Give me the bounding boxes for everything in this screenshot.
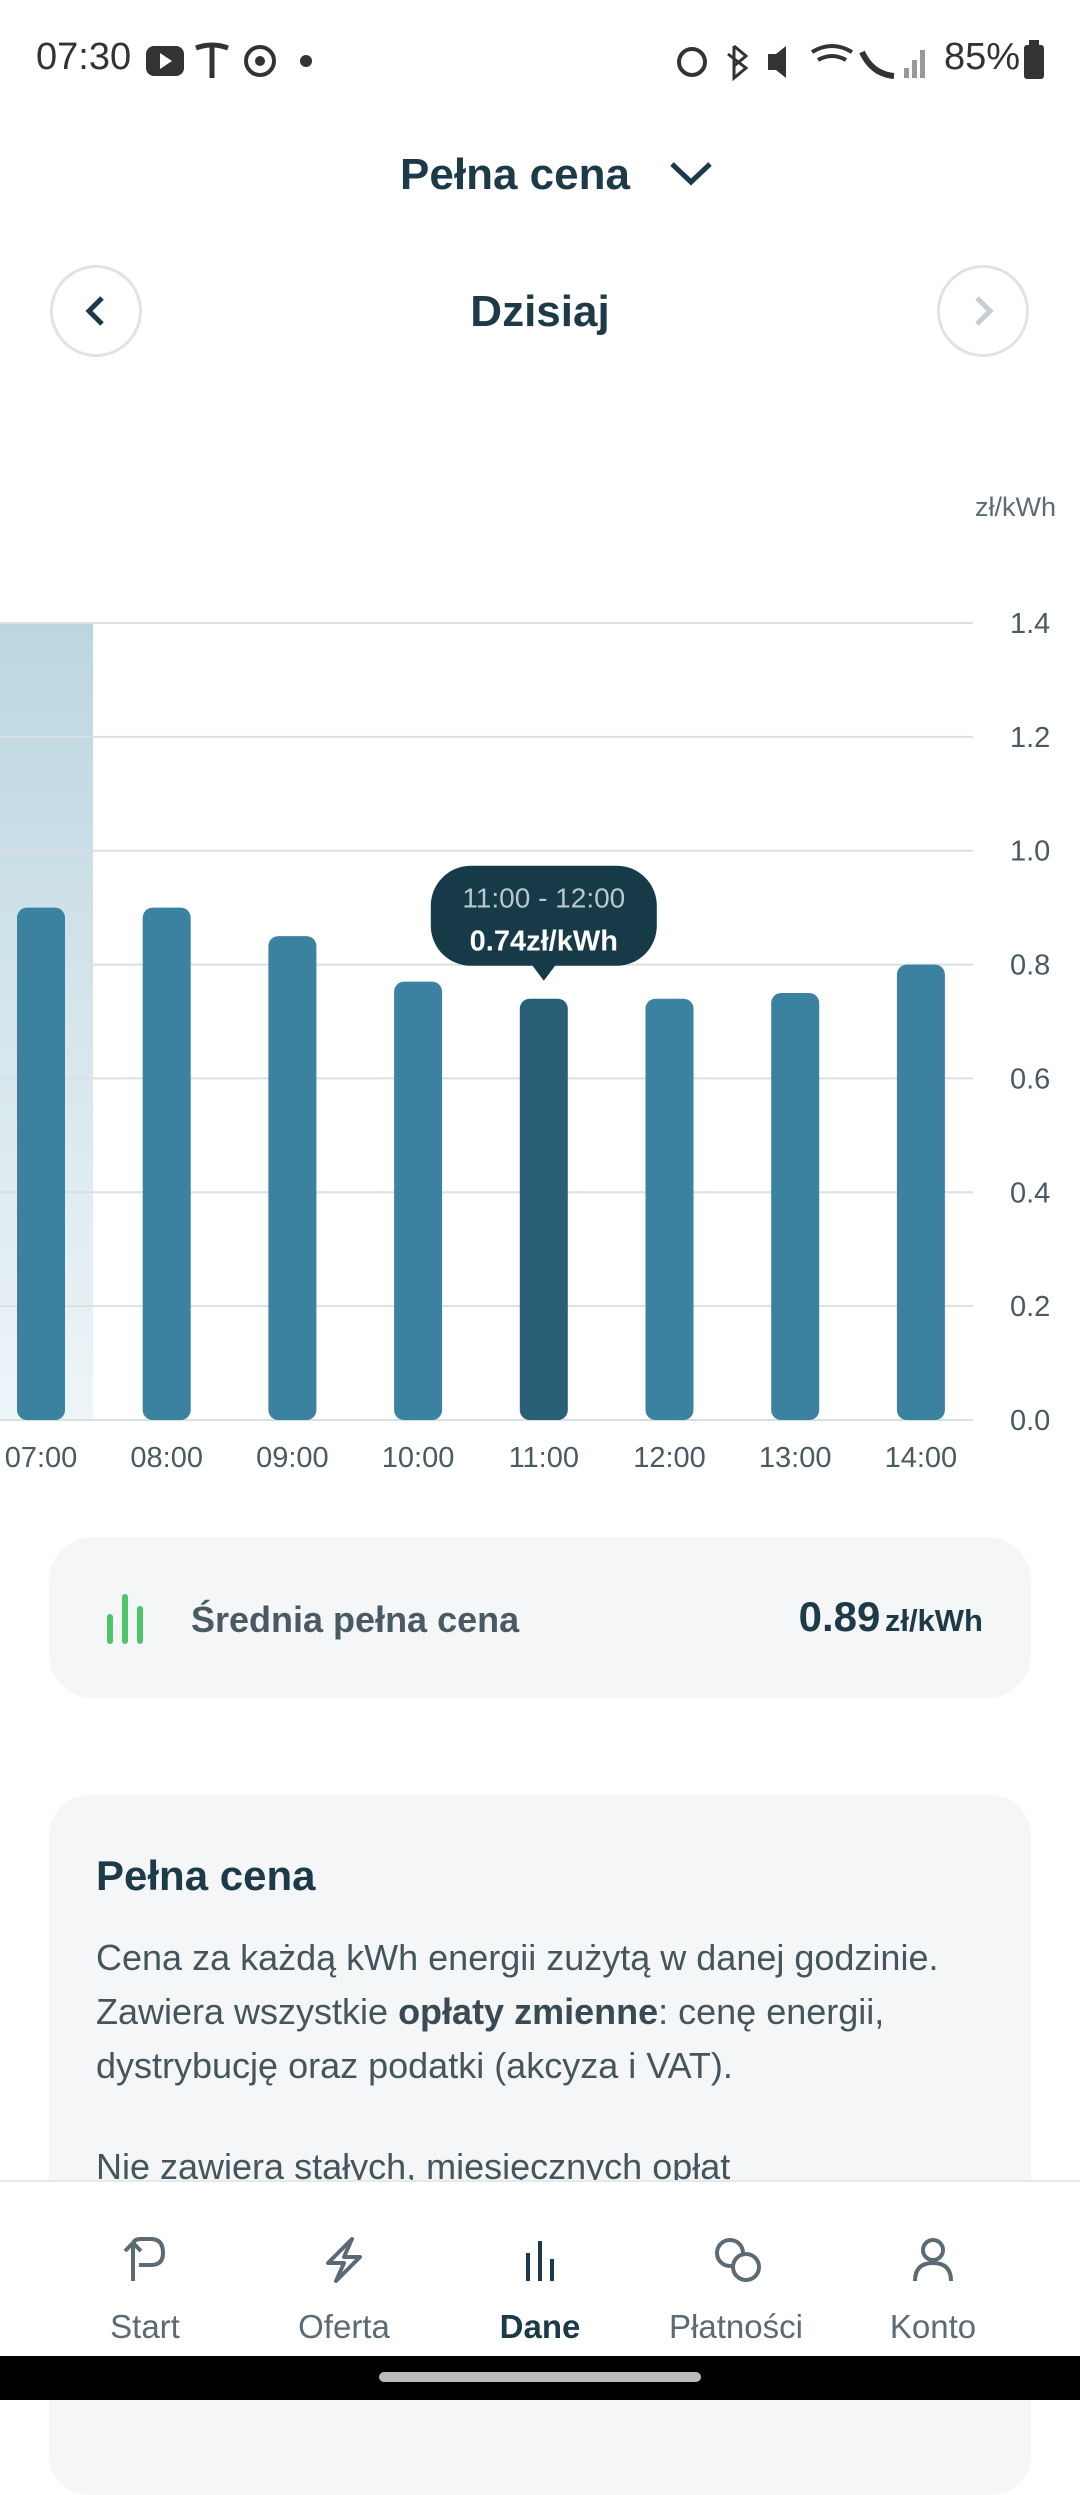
prev-day-button[interactable]	[50, 265, 142, 357]
average-icon	[107, 1594, 143, 1644]
x-tick-label: 07:00	[5, 1442, 78, 1474]
y-tick-label: 0.4	[1010, 1177, 1050, 1209]
info-title: Pełna cena	[96, 1852, 316, 1899]
next-day-button[interactable]	[937, 265, 1029, 357]
average-value-group: 0.89 zł/kWh	[799, 1593, 983, 1641]
screen: 07:30 85% Pełna cena Dzisiaj zł/kWh 0.0 0…	[0, 36, 1080, 2495]
bar	[645, 998, 694, 1420]
nav-label: Start	[110, 2308, 180, 2345]
tooltip-arrow	[531, 964, 556, 981]
info-text: Cena za każdą kWh energii zużytą w danej…	[96, 1937, 939, 2032]
gesture-pill	[379, 2372, 701, 2382]
day-label: Dzisiaj	[470, 287, 610, 336]
nav-oferta[interactable]: Oferta	[244, 2182, 444, 2358]
bar	[771, 993, 820, 1420]
page: Pełna cena {"status_bar": {"time": "07:3…	[0, 36, 1080, 2495]
nav-dane[interactable]: Dane	[440, 2182, 640, 2358]
bar	[896, 964, 945, 1420]
bar	[268, 936, 317, 1420]
bar	[519, 998, 568, 1420]
nav-konto[interactable]: Konto	[833, 2182, 1033, 2358]
y-tick-label: 0.8	[1010, 950, 1050, 982]
status-time: 07:30	[36, 36, 132, 78]
tooltip-range: 11:00 - 12:00	[462, 883, 625, 914]
average-value: 0.89	[798, 1593, 881, 1640]
info-text: : cenę energii, dystrybucję oraz podatki…	[96, 1991, 885, 2086]
y-tick-label: 0.0	[1010, 1405, 1050, 1437]
tooltip-box	[430, 865, 657, 966]
info-paragraph-1: Cena za każdą kWh energii zużytą w danej…	[96, 1931, 996, 2093]
page-title[interactable]: Pełna cena	[400, 150, 630, 199]
x-tick-label: 09:00	[256, 1442, 329, 1474]
x-tick-label: 11:00	[509, 1442, 579, 1474]
status-icons-left	[146, 42, 312, 78]
battery-percent: 85%	[944, 36, 1021, 78]
average-unit: zł/kWh	[884, 1603, 983, 1638]
tooltip: 11:00 - 12:00 0.74zł/kWh	[430, 865, 657, 981]
x-tick-label: 10:00	[382, 1442, 455, 1474]
y-axis-label: zł/kWh	[975, 492, 1056, 522]
y-tick-label: 1.2	[1010, 722, 1050, 754]
nav-label: Dane	[499, 2308, 581, 2345]
nav-label: Konto	[889, 2308, 977, 2345]
x-tick-label: 14:00	[885, 1442, 958, 1474]
price-chart: zł/kWh 0.0 0.2 0.4 0.6 0.8 1.0 1.2 1.4 07:00 08:0…	[0, 492, 1056, 1474]
average-label: Średnia pełna cena	[191, 1599, 520, 1640]
nav-label: Płatności	[669, 2308, 803, 2345]
y-tick-label: 1.0	[1010, 836, 1050, 868]
status-icons-right	[677, 44, 925, 82]
bottom-nav: Start Oferta Dane Płatności Konto	[0, 2180, 1080, 2358]
nav-platnosci[interactable]: Płatności	[636, 2182, 836, 2358]
dropdown-chevron[interactable]	[668, 158, 714, 188]
nav-label: Oferta	[298, 2308, 390, 2345]
x-tick-label: 13:00	[759, 1442, 832, 1474]
bar	[394, 981, 443, 1420]
average-card: Średnia pełna cena 0.89 zł/kWh	[49, 1537, 1031, 1698]
y-tick-label: 0.6	[1010, 1063, 1050, 1095]
x-tick-label: 12:00	[633, 1442, 706, 1474]
info-bold: opłaty zmienne	[398, 1991, 659, 2032]
y-tick-label: 0.2	[1010, 1291, 1050, 1323]
tooltip-value: 0.74zł/kWh	[470, 926, 618, 958]
bar	[142, 907, 191, 1420]
bar	[17, 907, 65, 1420]
x-tick-label: 08:00	[130, 1442, 203, 1474]
gesture-bar	[0, 2356, 1080, 2400]
y-tick-label: 1.4	[1010, 608, 1050, 640]
nav-start[interactable]: Start	[45, 2182, 245, 2358]
battery-icon	[1024, 40, 1044, 79]
